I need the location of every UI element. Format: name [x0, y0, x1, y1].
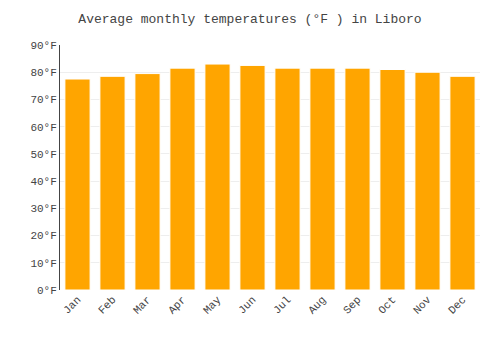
- svg-text:0°F: 0°F: [37, 285, 57, 297]
- svg-text:20°F: 20°F: [30, 230, 56, 242]
- svg-text:Dec: Dec: [446, 294, 468, 316]
- svg-text:10°F: 10°F: [30, 258, 56, 270]
- svg-text:Aug: Aug: [306, 294, 328, 316]
- svg-text:30°F: 30°F: [30, 203, 56, 215]
- svg-text:60°F: 60°F: [30, 122, 56, 134]
- svg-text:Average monthly temperatures (: Average monthly temperatures (°F ) in Li…: [78, 12, 421, 27]
- svg-text:Nov: Nov: [411, 294, 434, 317]
- svg-text:Jan: Jan: [61, 294, 83, 316]
- svg-text:90°F: 90°F: [30, 40, 56, 52]
- svg-text:40°F: 40°F: [30, 176, 56, 188]
- svg-text:Mar: Mar: [131, 294, 153, 316]
- svg-text:70°F: 70°F: [30, 94, 56, 106]
- svg-text:May: May: [201, 294, 224, 317]
- svg-text:80°F: 80°F: [30, 67, 56, 79]
- svg-text:Sep: Sep: [341, 294, 363, 316]
- svg-text:Jun: Jun: [236, 294, 258, 316]
- svg-text:50°F: 50°F: [30, 149, 56, 161]
- svg-text:Feb: Feb: [96, 294, 118, 316]
- svg-text:Jul: Jul: [271, 294, 293, 316]
- svg-text:Apr: Apr: [166, 294, 188, 316]
- svg-text:Oct: Oct: [376, 294, 398, 316]
